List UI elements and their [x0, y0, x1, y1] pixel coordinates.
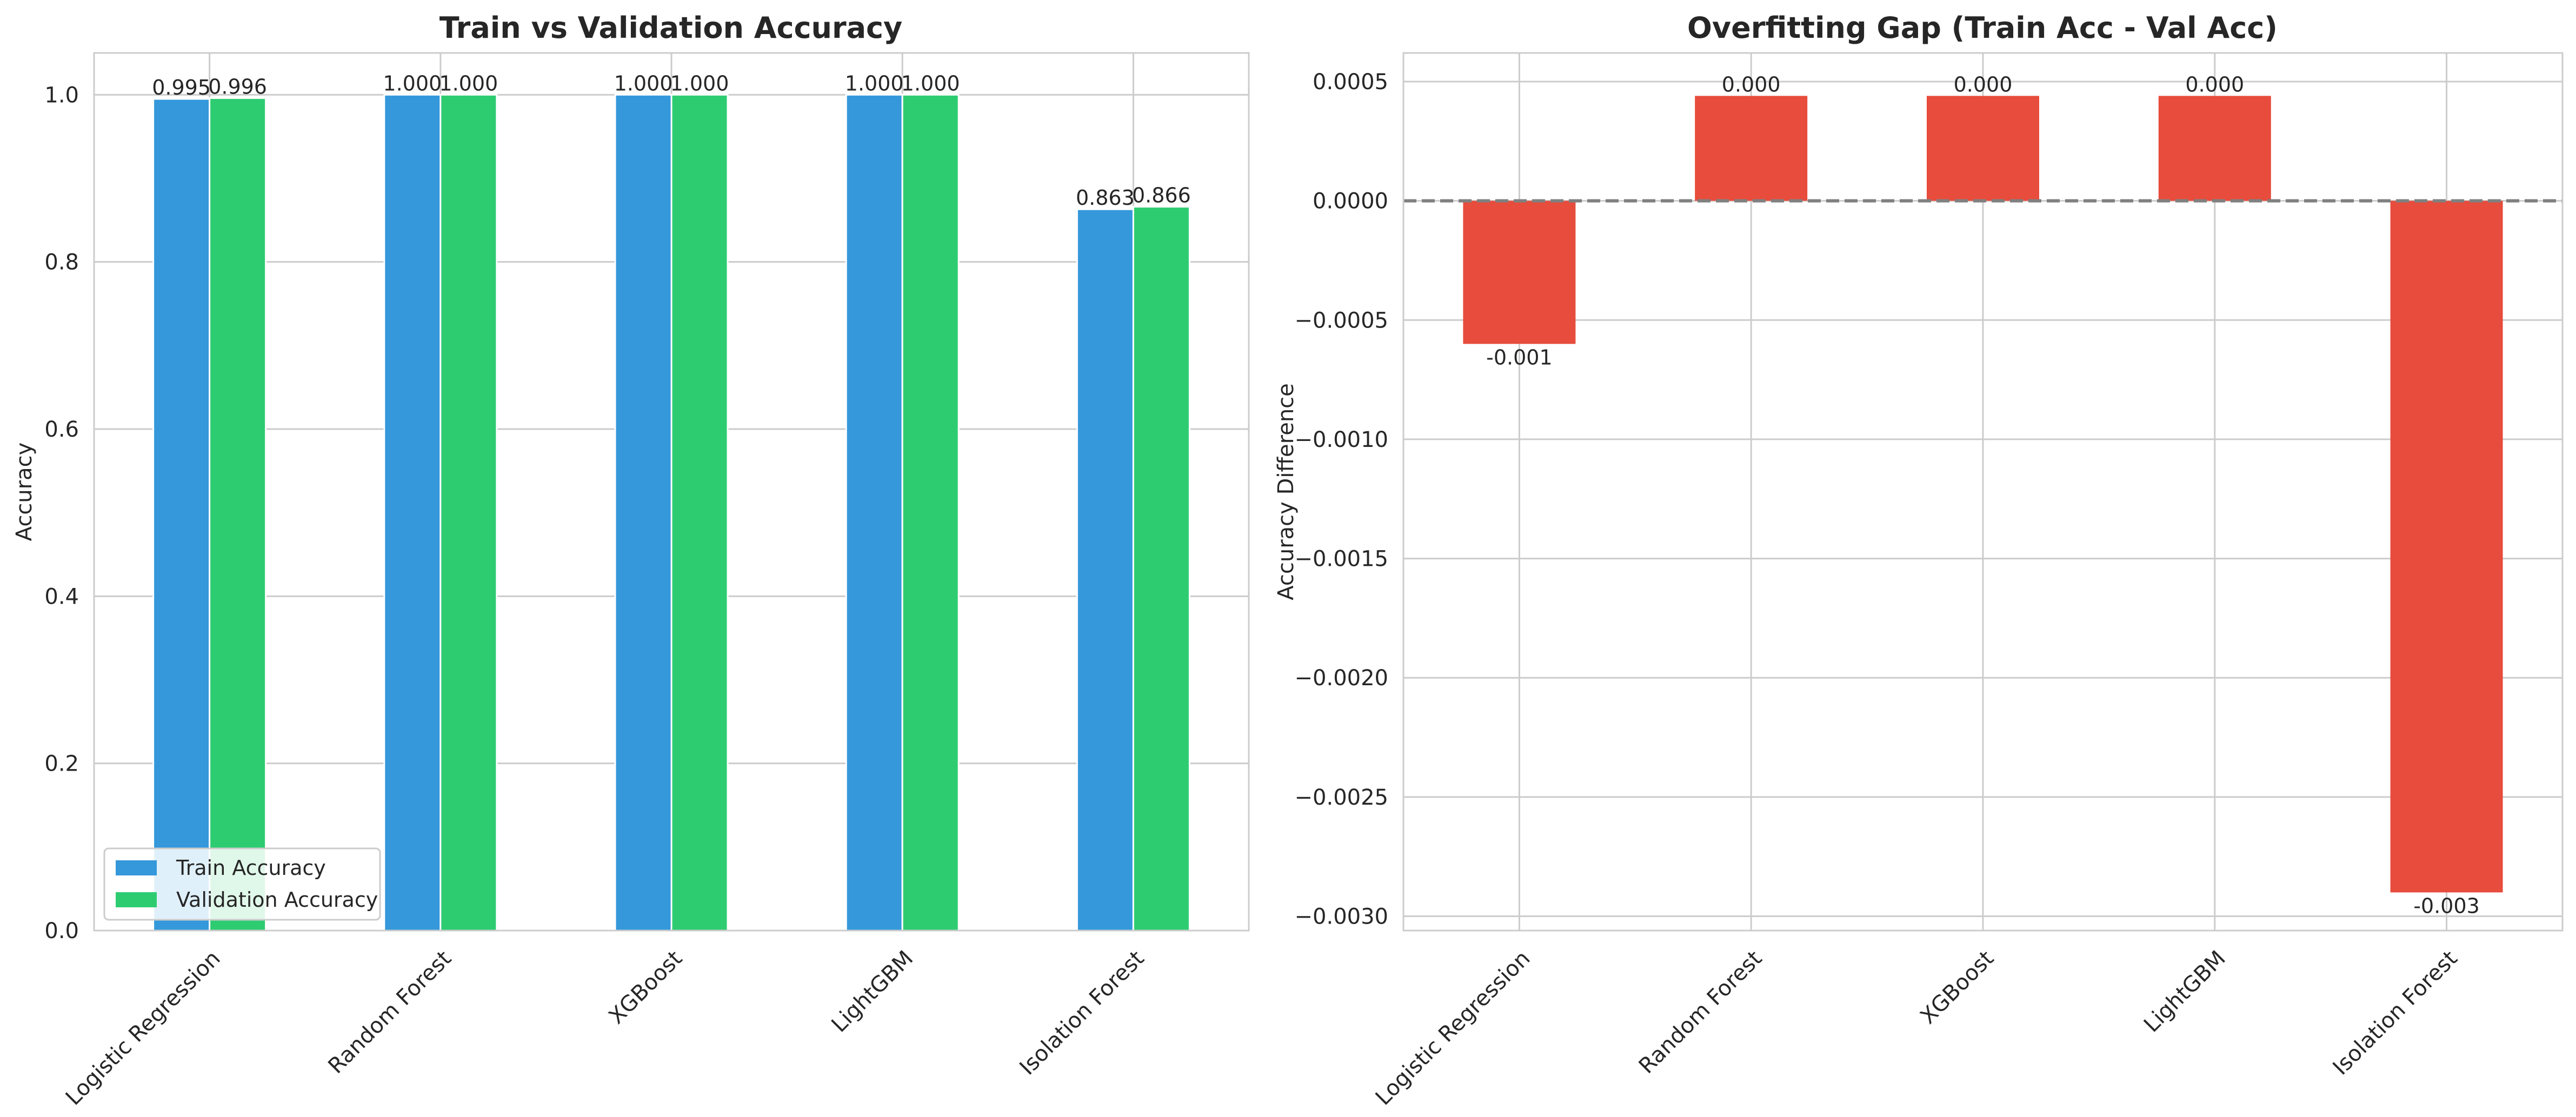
- gap-data-label: -0.003: [2413, 894, 2480, 918]
- gap-y-tick-label: −0.0015: [1295, 547, 1388, 572]
- gap-data-label: 0.000: [1722, 72, 1781, 96]
- legend-label-train: Train Accuracy: [176, 856, 326, 880]
- legend-swatch-train: [116, 860, 157, 875]
- gap-bar-lightgbm: [2158, 96, 2271, 201]
- data-label: 1.000: [670, 71, 729, 95]
- data-label: 1.000: [439, 71, 498, 95]
- bar-validation-accuracy-isolation-forest: [1132, 206, 1190, 932]
- accuracy-chart-frame: [93, 52, 1250, 932]
- bar-validation-accuracy-xgboost: [670, 93, 729, 932]
- data-label: 1.000: [901, 71, 960, 95]
- gap-bar-random-forest: [1695, 96, 1808, 201]
- gap-bar-isolation-forest: [2390, 200, 2503, 893]
- accuracy-y-tick-label: 0.0: [44, 919, 79, 944]
- data-label: 0.863: [1076, 186, 1135, 210]
- accuracy-chart: Train vs Validation Accuracy Accuracy 0.…: [12, 11, 1250, 1110]
- accuracy-y-tick-label: 1.0: [44, 83, 79, 108]
- gap-chart-data-labels: -0.001 0.000 0.000 0.000 -0.003: [1486, 72, 2480, 918]
- accuracy-chart-bars: [152, 93, 1190, 932]
- bar-validation-accuracy-logistic-regression: [209, 97, 267, 932]
- gap-data-label: 0.000: [2185, 72, 2244, 96]
- accuracy-y-tick-label: 0.4: [44, 584, 79, 609]
- gap-chart-frame: [1402, 52, 2564, 932]
- gap-y-tick-label: −0.0030: [1295, 905, 1388, 929]
- bar-validation-accuracy-lightgbm: [901, 93, 960, 932]
- accuracy-y-tick-label: 0.8: [44, 250, 79, 275]
- bar-train-accuracy-xgboost: [614, 93, 673, 932]
- data-label: 1.000: [845, 71, 904, 95]
- accuracy-chart-ylabel: Accuracy: [12, 443, 37, 541]
- data-label: 1.000: [383, 71, 442, 95]
- gap-chart-title: Overfitting Gap (Train Acc - Val Acc): [1687, 11, 2278, 45]
- bar-train-accuracy-isolation-forest: [1076, 208, 1134, 932]
- gap-chart-bars: [1463, 96, 2503, 893]
- data-label: 1.000: [614, 71, 673, 95]
- gap-y-tick-label: 0.0000: [1313, 189, 1388, 214]
- legend-label-validation: Validation Accuracy: [176, 888, 378, 912]
- legend-box: [103, 847, 381, 921]
- data-label: 0.996: [208, 75, 267, 99]
- gap-bar-logistic-regression: [1463, 200, 1576, 344]
- bar-train-accuracy-lightgbm: [845, 93, 903, 932]
- gap-y-tick-label: 0.0005: [1313, 70, 1388, 95]
- accuracy-y-tick-label: 0.6: [44, 417, 79, 442]
- legend-swatch-validation: [116, 892, 157, 907]
- accuracy-y-tick-label: 0.2: [44, 752, 79, 777]
- bar-train-accuracy-logistic-regression: [152, 98, 211, 932]
- gap-chart-ylabel: Accuracy Difference: [1274, 383, 1299, 600]
- gap-y-tick-label: −0.0010: [1295, 427, 1388, 452]
- data-label: 0.866: [1132, 184, 1191, 208]
- bar-validation-accuracy-random-forest: [440, 93, 498, 932]
- gap-data-label: 0.000: [1954, 72, 2013, 96]
- accuracy-chart-legend: Train Accuracy Validation Accuracy: [103, 847, 381, 921]
- gap-y-tick-label: −0.0020: [1295, 666, 1388, 691]
- gap-data-label: -0.001: [1486, 345, 1553, 369]
- data-label: 0.995: [152, 76, 211, 99]
- gap-y-tick-label: −0.0025: [1295, 785, 1388, 810]
- gap-y-tick-label: −0.0005: [1295, 308, 1388, 333]
- gap-bar-xgboost: [1927, 96, 2039, 201]
- accuracy-chart-title: Train vs Validation Accuracy: [440, 11, 902, 45]
- bar-train-accuracy-random-forest: [383, 93, 442, 932]
